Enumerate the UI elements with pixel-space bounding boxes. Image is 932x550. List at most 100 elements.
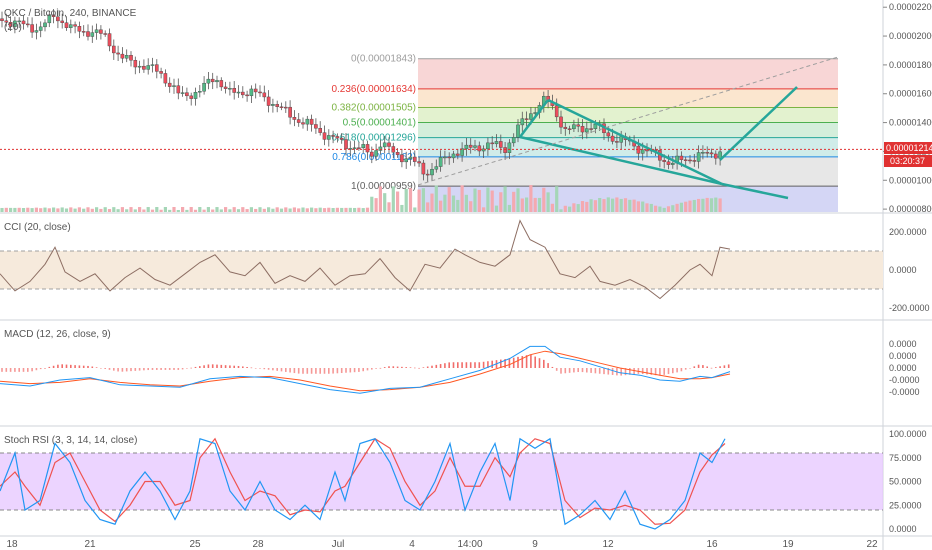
volume-bar xyxy=(671,205,675,212)
volume-bar xyxy=(163,207,167,212)
candle-body xyxy=(499,141,503,148)
candle-body xyxy=(645,149,649,152)
time-axis[interactable]: 18 21 25 28 Jul 4 14:00 9 12 16 19 22 xyxy=(6,539,878,550)
candle-body xyxy=(464,144,469,149)
volume-bar xyxy=(654,205,658,212)
candle-body xyxy=(146,65,151,70)
falling-wedge-drawing[interactable] xyxy=(417,56,839,200)
macd-histogram-bar xyxy=(469,362,472,368)
volume-bar xyxy=(150,209,155,212)
wedge-lower-line[interactable] xyxy=(519,135,723,186)
macd-histogram-bar xyxy=(482,361,485,368)
volume-bar xyxy=(318,207,322,212)
candle-body xyxy=(378,146,383,151)
volume-bar xyxy=(447,187,451,212)
macd-histogram-bar xyxy=(91,366,94,368)
volume-bar xyxy=(383,193,387,212)
macd-histogram-bar xyxy=(1,368,3,372)
stoch-d-line xyxy=(0,437,726,525)
countdown-text: 03:20:37 xyxy=(890,156,925,166)
macd-histogram-bar xyxy=(95,367,98,368)
volume-bar xyxy=(288,208,292,212)
volume-bar xyxy=(4,207,8,212)
volume-bar xyxy=(378,186,382,212)
candle-body xyxy=(593,124,598,130)
macd-histogram-bar xyxy=(465,362,468,368)
fib-level-label: 1(0.00000959) xyxy=(351,181,416,192)
macd-histogram-bar xyxy=(323,368,326,374)
price-tick-label: 0.00000800 xyxy=(889,204,932,214)
macd-histogram-bar xyxy=(147,368,149,371)
price-axis[interactable]: 0.00002200 0.00002000 0.00001800 0.00001600… xyxy=(883,2,932,534)
macd-histogram-bar xyxy=(27,368,29,372)
macd-histogram-bar xyxy=(22,368,25,372)
macd-histogram-bar xyxy=(100,368,102,369)
volume-bar xyxy=(460,185,464,212)
volume-bar xyxy=(589,199,593,212)
volume-bar xyxy=(533,197,537,212)
volume-bar xyxy=(499,192,503,212)
macd-histogram-bar xyxy=(297,368,300,374)
volume-bar xyxy=(348,207,352,212)
candle-body xyxy=(477,145,482,152)
volume-bar xyxy=(249,207,253,212)
volume-bar xyxy=(688,200,692,212)
candle-body xyxy=(357,147,361,149)
macd-histogram-bar xyxy=(594,368,597,374)
volume-bar xyxy=(396,191,400,212)
macd-histogram-bar xyxy=(267,368,270,370)
wedge-upper-line[interactable] xyxy=(547,98,723,186)
candle-body xyxy=(507,142,512,153)
candle-body xyxy=(223,86,228,89)
macd-histogram-bar xyxy=(349,368,352,373)
macd-histogram-bar xyxy=(487,361,489,368)
macd-histogram-bar xyxy=(345,368,347,373)
wedge-extension-line[interactable] xyxy=(721,182,789,200)
macd-histogram-bar xyxy=(242,366,244,368)
macd-histogram-bar xyxy=(598,368,601,374)
volume-bar xyxy=(576,204,580,212)
macd-histogram-bar xyxy=(190,367,192,369)
macd-histogram-bar xyxy=(44,368,46,369)
volume-bar xyxy=(129,207,133,212)
candle-body xyxy=(150,64,155,66)
macd-histogram-bar xyxy=(715,367,717,368)
candle-body xyxy=(245,94,249,97)
macd-histogram-bar xyxy=(538,358,541,368)
fib-trend-line[interactable] xyxy=(417,56,839,186)
candle-body xyxy=(232,88,237,93)
target-projection-line[interactable] xyxy=(719,86,798,161)
macd-histogram-bar xyxy=(14,368,16,372)
macd-histogram-bar xyxy=(650,368,653,375)
macd-histogram-bar xyxy=(362,368,364,372)
time-axis-label: 9 xyxy=(532,539,538,550)
candle-body xyxy=(520,118,525,126)
candle-body xyxy=(30,24,34,33)
macd-histogram-bar xyxy=(293,368,296,374)
volume-bar xyxy=(507,204,511,212)
macd-histogram-bar xyxy=(306,368,309,374)
macd-histogram-bar xyxy=(5,368,8,372)
candle-body xyxy=(434,166,439,170)
volume-bar xyxy=(709,198,714,212)
candle-body xyxy=(714,153,718,159)
volume-bar xyxy=(537,197,542,212)
volume-bar xyxy=(331,208,335,212)
candle-body xyxy=(447,156,452,159)
volume-bar xyxy=(697,198,701,212)
price-tick-label: 0.00001600 xyxy=(889,89,932,99)
volume-bar xyxy=(705,197,709,212)
volume-bar xyxy=(267,207,271,212)
price-tick-label: 0.00001400 xyxy=(889,118,932,128)
candle-body xyxy=(563,126,568,129)
macd-histogram-bar xyxy=(624,368,627,376)
macd-pane: MACD (12, 26, close, 9) xyxy=(0,329,731,394)
candle-body xyxy=(94,29,99,33)
candle-body xyxy=(339,137,344,140)
volume-bar xyxy=(236,209,241,212)
cci-pane: CCI (20, close) xyxy=(0,219,883,300)
wedge-left-line[interactable] xyxy=(519,99,549,138)
volume-bar xyxy=(357,207,361,212)
candle-body xyxy=(284,106,288,109)
